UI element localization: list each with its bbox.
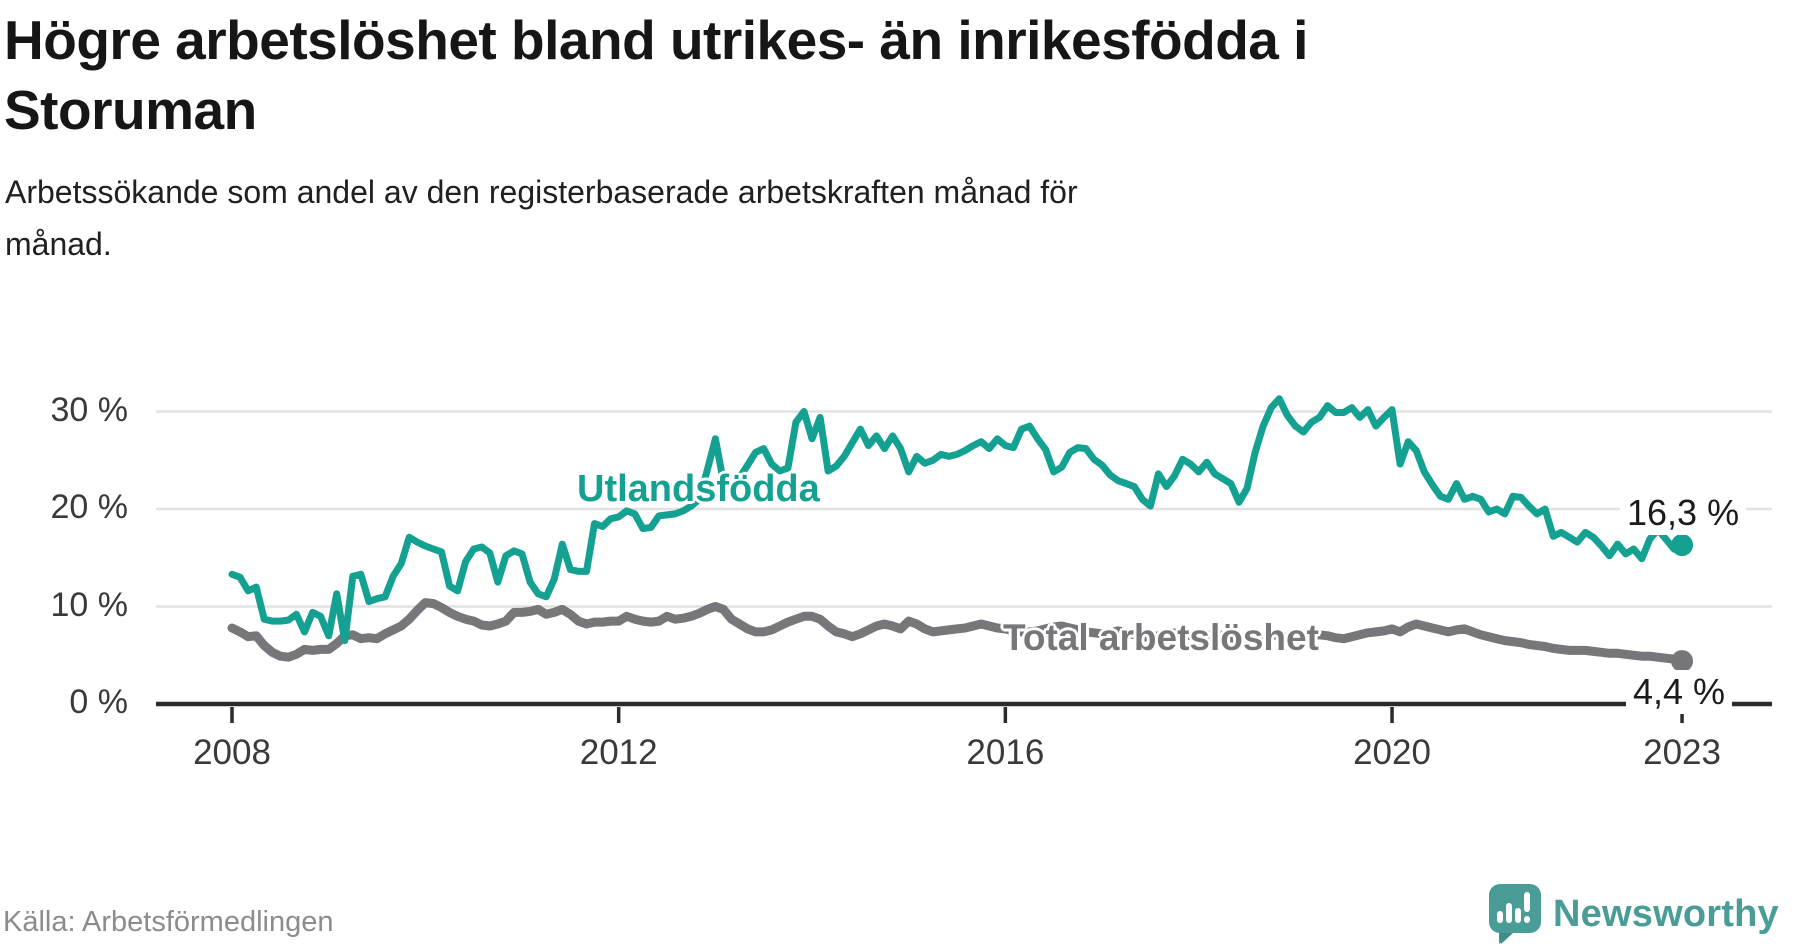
title-line-2: Storuman — [4, 78, 257, 141]
chart-subtitle: Arbetssökande som andel av den registerb… — [5, 167, 1078, 271]
y-tick-label-10: 10 % — [50, 585, 129, 624]
subtitle-line-1: Arbetssökande som andel av den registerb… — [5, 174, 1078, 210]
subtitle-line-2: månad. — [5, 225, 112, 262]
series-label-utlandsfodda: Utlandsfödda — [577, 468, 820, 510]
y-tick-label-30: 30 % — [50, 390, 129, 429]
newsworthy-brand: Newsworthy — [1489, 884, 1779, 944]
x-tick-label-2020: 2020 — [1353, 733, 1431, 772]
x-tick-label-2008: 2008 — [193, 733, 271, 772]
x-tick-label-2016: 2016 — [966, 733, 1045, 772]
end-value-total-arbetsloshet: 4,4 % — [1626, 670, 1733, 714]
newsworthy-logo-text: Newsworthy — [1553, 892, 1779, 935]
end-dot-utlandsfodda — [1671, 534, 1694, 557]
page-title: Högre arbetslöshet bland utrikes- än inr… — [4, 6, 1308, 146]
newsworthy-logo-icon — [1489, 884, 1541, 944]
line-total-arbetsloshet — [227, 598, 1687, 666]
y-tick-label-20: 20 % — [50, 488, 129, 526]
line-utlandsfodda — [228, 395, 1686, 645]
source-note: Källa: Arbetsförmedlingen — [3, 906, 334, 938]
title-line-1: Högre arbetslöshet bland utrikes- än inr… — [4, 9, 1308, 71]
y-tick-label-0: 0 % — [69, 683, 128, 721]
x-tick-label-2023: 2023 — [1643, 733, 1721, 772]
end-value-utlandsfodda: 16,3 % — [1620, 491, 1747, 535]
x-tick-label-2012: 2012 — [579, 733, 658, 772]
end-dot-total-arbetsloshet — [1671, 650, 1694, 673]
series-label-total-arbetsloshet: Total arbetslöshet — [1003, 617, 1319, 658]
